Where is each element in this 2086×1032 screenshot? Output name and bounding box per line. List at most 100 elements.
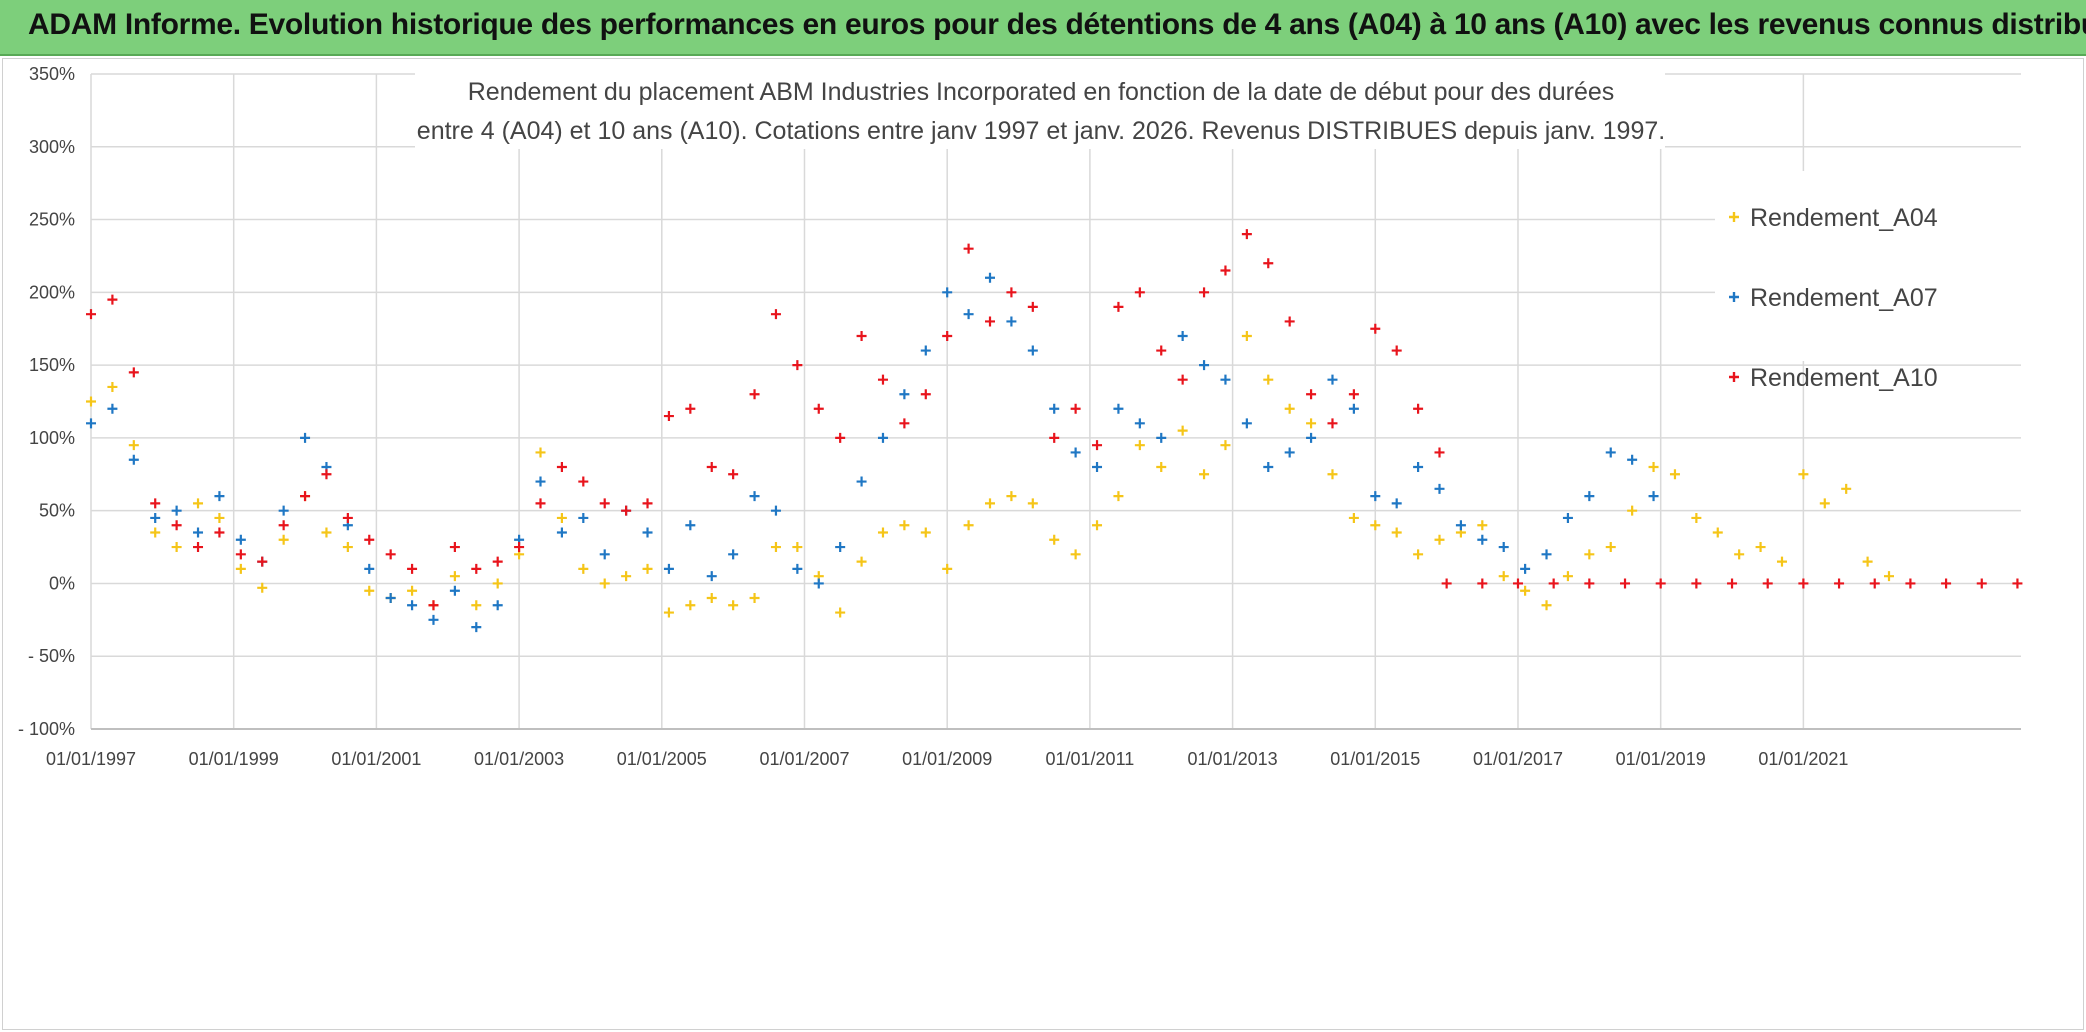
data-point <box>1391 527 1402 538</box>
data-point <box>278 505 289 516</box>
data-point <box>1391 498 1402 509</box>
data-point <box>1727 578 1738 589</box>
legend-background <box>1715 171 2023 361</box>
data-point <box>1584 578 1595 589</box>
chart-legend: Rendement_A04 Rendement_A07 Rendement_A10 <box>1715 171 2023 392</box>
data-point <box>257 556 268 567</box>
data-point <box>1541 549 1552 560</box>
data-point <box>1241 418 1252 429</box>
data-point <box>471 563 482 574</box>
data-point <box>1370 491 1381 502</box>
data-point <box>556 462 567 472</box>
report-title: ADAM Informe. Evolution historique des p… <box>28 8 2086 41</box>
data-point <box>920 345 931 356</box>
data-point <box>1520 563 1531 574</box>
data-point <box>770 309 781 320</box>
data-point <box>706 462 717 472</box>
data-point <box>128 440 139 451</box>
data-point <box>535 476 546 487</box>
data-point <box>1027 345 1038 356</box>
data-point <box>1177 374 1188 385</box>
data-point <box>1541 600 1552 611</box>
data-point <box>1584 549 1595 560</box>
data-point <box>1941 578 1952 589</box>
data-point <box>1584 491 1595 502</box>
data-point <box>963 243 974 254</box>
data-point <box>856 556 867 567</box>
data-point <box>1263 258 1274 269</box>
data-point <box>321 469 332 480</box>
data-point <box>1391 345 1402 356</box>
data-point <box>1027 301 1038 312</box>
data-point <box>257 582 268 593</box>
data-point <box>1348 512 1359 523</box>
data-point <box>1455 520 1466 531</box>
data-point <box>728 469 739 480</box>
data-point <box>856 476 867 487</box>
data-point <box>214 512 225 523</box>
data-point <box>1834 578 1845 589</box>
data-point <box>1841 483 1852 494</box>
data-point <box>1648 491 1659 502</box>
data-point <box>1477 534 1488 545</box>
data-point <box>1512 578 1523 589</box>
y-tick-label: 200% <box>29 282 75 302</box>
data-point <box>1070 403 1081 414</box>
y-tick-label: 300% <box>29 137 75 157</box>
data-point <box>150 527 161 538</box>
data-point <box>1413 462 1424 472</box>
data-point <box>621 571 632 582</box>
series-Rendement_A10 <box>86 229 2023 611</box>
data-point <box>171 520 182 531</box>
x-tick-label: 01/01/2021 <box>1758 749 1848 769</box>
data-point <box>642 563 653 574</box>
data-point <box>556 527 567 538</box>
data-point <box>449 571 460 582</box>
data-point <box>1477 520 1488 531</box>
data-point <box>535 498 546 509</box>
data-point <box>1263 374 1274 385</box>
x-tick-label: 01/01/2007 <box>759 749 849 769</box>
data-point <box>942 331 953 341</box>
data-point <box>86 418 96 429</box>
data-point <box>1113 491 1124 502</box>
data-point <box>278 520 289 531</box>
data-point <box>364 585 375 596</box>
data-point <box>321 527 332 538</box>
data-point <box>2012 578 2023 589</box>
chart-title-line-2: entre 4 (A04) et 10 ans (A10). Cotations… <box>417 117 1665 145</box>
data-point <box>728 549 739 560</box>
data-point <box>1027 498 1038 509</box>
data-point <box>1327 418 1338 429</box>
data-point <box>1548 578 1559 589</box>
data-point <box>1691 578 1702 589</box>
data-point <box>963 309 974 320</box>
data-point <box>599 578 610 589</box>
data-point <box>1562 512 1573 523</box>
data-point <box>877 432 888 443</box>
data-point <box>428 600 439 611</box>
y-tick-label: 250% <box>29 210 75 230</box>
data-point <box>985 272 996 283</box>
x-tick-label: 01/01/2009 <box>902 749 992 769</box>
data-point <box>749 593 760 603</box>
data-point <box>835 607 846 618</box>
data-point <box>920 389 931 400</box>
data-point <box>985 498 996 509</box>
data-point <box>1177 331 1188 341</box>
data-point <box>813 578 824 589</box>
data-point <box>150 512 161 523</box>
series-Rendement_A04 <box>86 331 1894 618</box>
data-point <box>1627 505 1638 516</box>
data-point <box>985 316 996 327</box>
data-point <box>449 542 460 553</box>
y-tick-label: 150% <box>29 355 75 375</box>
data-point <box>1049 534 1060 545</box>
data-point <box>1627 454 1638 465</box>
data-point <box>1241 229 1252 240</box>
x-tick-label: 01/01/2013 <box>1188 749 1278 769</box>
data-point <box>1862 556 1873 567</box>
legend-label: Rendement_A10 <box>1750 364 1938 392</box>
data-point <box>1798 578 1809 589</box>
data-point <box>514 542 525 553</box>
